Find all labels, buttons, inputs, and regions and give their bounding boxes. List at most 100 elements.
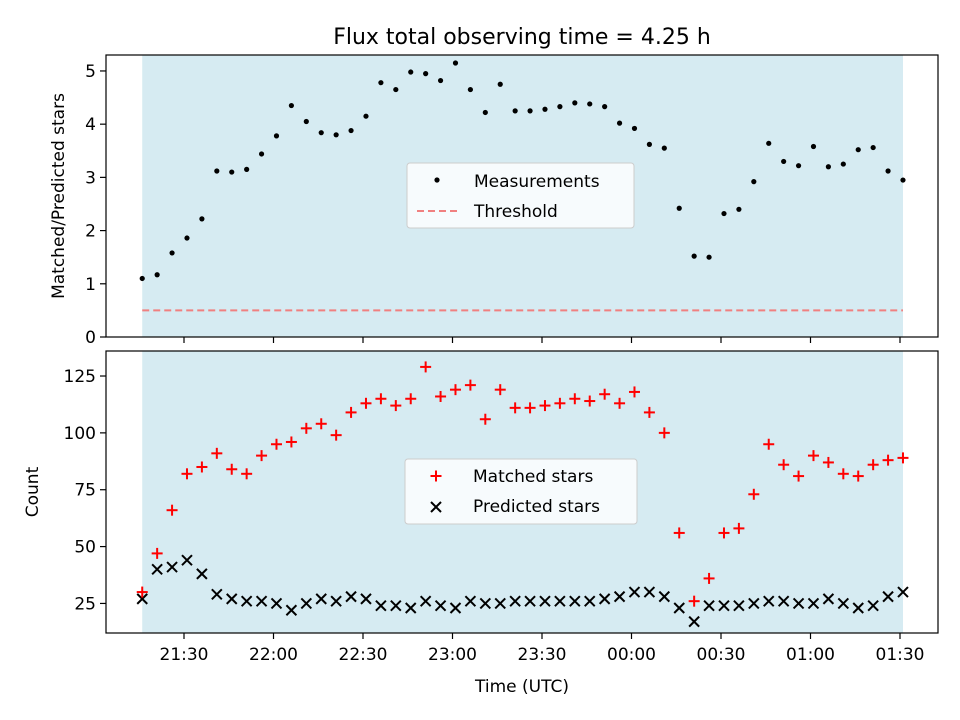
predicted-star-point <box>524 595 536 607</box>
y-tick-label: 50 <box>74 538 96 558</box>
measurement-point <box>527 108 533 114</box>
matched-star-point <box>435 390 447 402</box>
legend-matched-label: Matched stars <box>473 467 593 487</box>
predicted-star-point <box>807 597 820 610</box>
matched-star-point <box>867 459 879 471</box>
predicted-star-point <box>822 593 835 605</box>
measurement-point <box>169 250 175 256</box>
matched-star-point <box>524 402 536 414</box>
predicted-star-point <box>375 600 387 612</box>
predicted-star-point <box>345 590 357 603</box>
matched-star-point <box>375 393 387 405</box>
measurement-point <box>840 161 846 167</box>
matched-star-point <box>390 400 402 412</box>
predicted-star-point <box>494 597 506 610</box>
predicted-star-point <box>763 595 775 607</box>
matched-star-point <box>703 572 715 584</box>
measurement-point <box>378 80 384 86</box>
predicted-star-point <box>240 595 253 607</box>
matched-star-point <box>315 418 327 430</box>
matched-star-point <box>584 395 596 407</box>
matched-star-point <box>449 384 461 396</box>
x-tick-label: 01:30 <box>876 645 925 665</box>
top-y-ticks: 0 1 2 3 4 5 <box>85 62 106 348</box>
predicted-star-point <box>211 588 223 601</box>
measurement-point <box>512 108 518 114</box>
legend-measurements-marker <box>434 177 440 183</box>
matched-star-point <box>151 547 163 559</box>
matched-star-point <box>464 379 476 391</box>
matched-star-point <box>479 413 491 425</box>
measurement-point <box>781 158 787 165</box>
y-tick-label: 100 <box>64 424 96 444</box>
predicted-star-point <box>509 595 521 607</box>
bottom-y-axis-label: Count <box>23 466 43 517</box>
matched-star-point <box>181 468 193 480</box>
matched-star-point <box>405 393 417 405</box>
measurement-point <box>273 133 280 139</box>
measurement-point <box>229 169 235 175</box>
predicted-star-point <box>196 568 208 580</box>
predicted-star-point <box>405 602 417 614</box>
top-legend-box <box>406 162 635 229</box>
x-tick-label: 23:30 <box>518 645 567 665</box>
matched-star-point <box>793 470 805 482</box>
bottom-x-ticks: 21:30 22:00 22:30 23:00 23:30 00:00 00:30 01:00… <box>160 633 925 665</box>
matched-star-point <box>554 397 566 409</box>
y-tick-label: 25 <box>74 594 96 614</box>
predicted-star-point <box>330 595 342 607</box>
measurement-point <box>557 104 563 110</box>
predicted-star-point <box>703 600 715 612</box>
predicted-star-point <box>733 600 745 612</box>
measurement-point <box>348 127 354 134</box>
predicted-star-point <box>569 595 581 607</box>
bottom-panel: 25 50 75 100 125 21:30 22:00 22:30 23:00 23:30 00… <box>23 350 939 665</box>
measurement-point <box>139 275 145 282</box>
y-tick-label: 125 <box>64 367 96 387</box>
matched-star-point <box>599 388 611 400</box>
matched-star-point <box>643 406 655 418</box>
measurement-point <box>676 205 682 211</box>
x-tick-label: 00:30 <box>697 645 746 665</box>
measurement-point <box>303 118 309 125</box>
bottom-legend-box <box>404 458 638 525</box>
matched-star-point <box>166 504 178 516</box>
matched-star-point <box>509 402 521 414</box>
predicted-star-point <box>688 615 700 628</box>
matched-star-point <box>837 468 849 480</box>
measurement-point <box>154 272 160 278</box>
matched-star-point <box>270 438 282 450</box>
predicted-star-point <box>658 590 671 603</box>
matched-star-point <box>822 456 834 468</box>
measurement-point <box>497 81 503 87</box>
measurement-point <box>199 216 205 222</box>
measurement-point <box>825 164 832 170</box>
measurement-point <box>736 206 742 212</box>
measurement-point <box>855 147 861 153</box>
predicted-star-point <box>419 595 432 607</box>
measurement-point <box>423 71 429 77</box>
measurement-point <box>258 151 265 157</box>
matched-star-point <box>241 468 253 480</box>
x-tick-label: 21:30 <box>160 645 209 665</box>
matched-star-point <box>897 452 909 464</box>
predicted-star-point <box>360 593 372 605</box>
measurement-points <box>139 60 906 282</box>
predicted-star-point <box>464 595 477 607</box>
measurement-point <box>766 140 772 146</box>
predicted-star-point <box>136 593 148 605</box>
measurement-point <box>452 60 459 66</box>
matched-star-point <box>345 406 357 418</box>
predicted-star-point <box>390 600 402 612</box>
matched-star-point <box>360 397 372 409</box>
measurement-point <box>885 168 891 174</box>
measurement-point <box>572 100 578 106</box>
predicted-star-point <box>151 563 163 576</box>
predicted-star-point <box>554 595 566 607</box>
predicted-star-point <box>598 593 611 605</box>
predicted-star-point <box>867 600 879 612</box>
top-x-ticks <box>183 337 901 343</box>
measurement-point <box>214 168 220 174</box>
predicted-star-point <box>628 586 641 598</box>
top-y-axis-label: Matched/Predicted stars <box>49 93 69 299</box>
